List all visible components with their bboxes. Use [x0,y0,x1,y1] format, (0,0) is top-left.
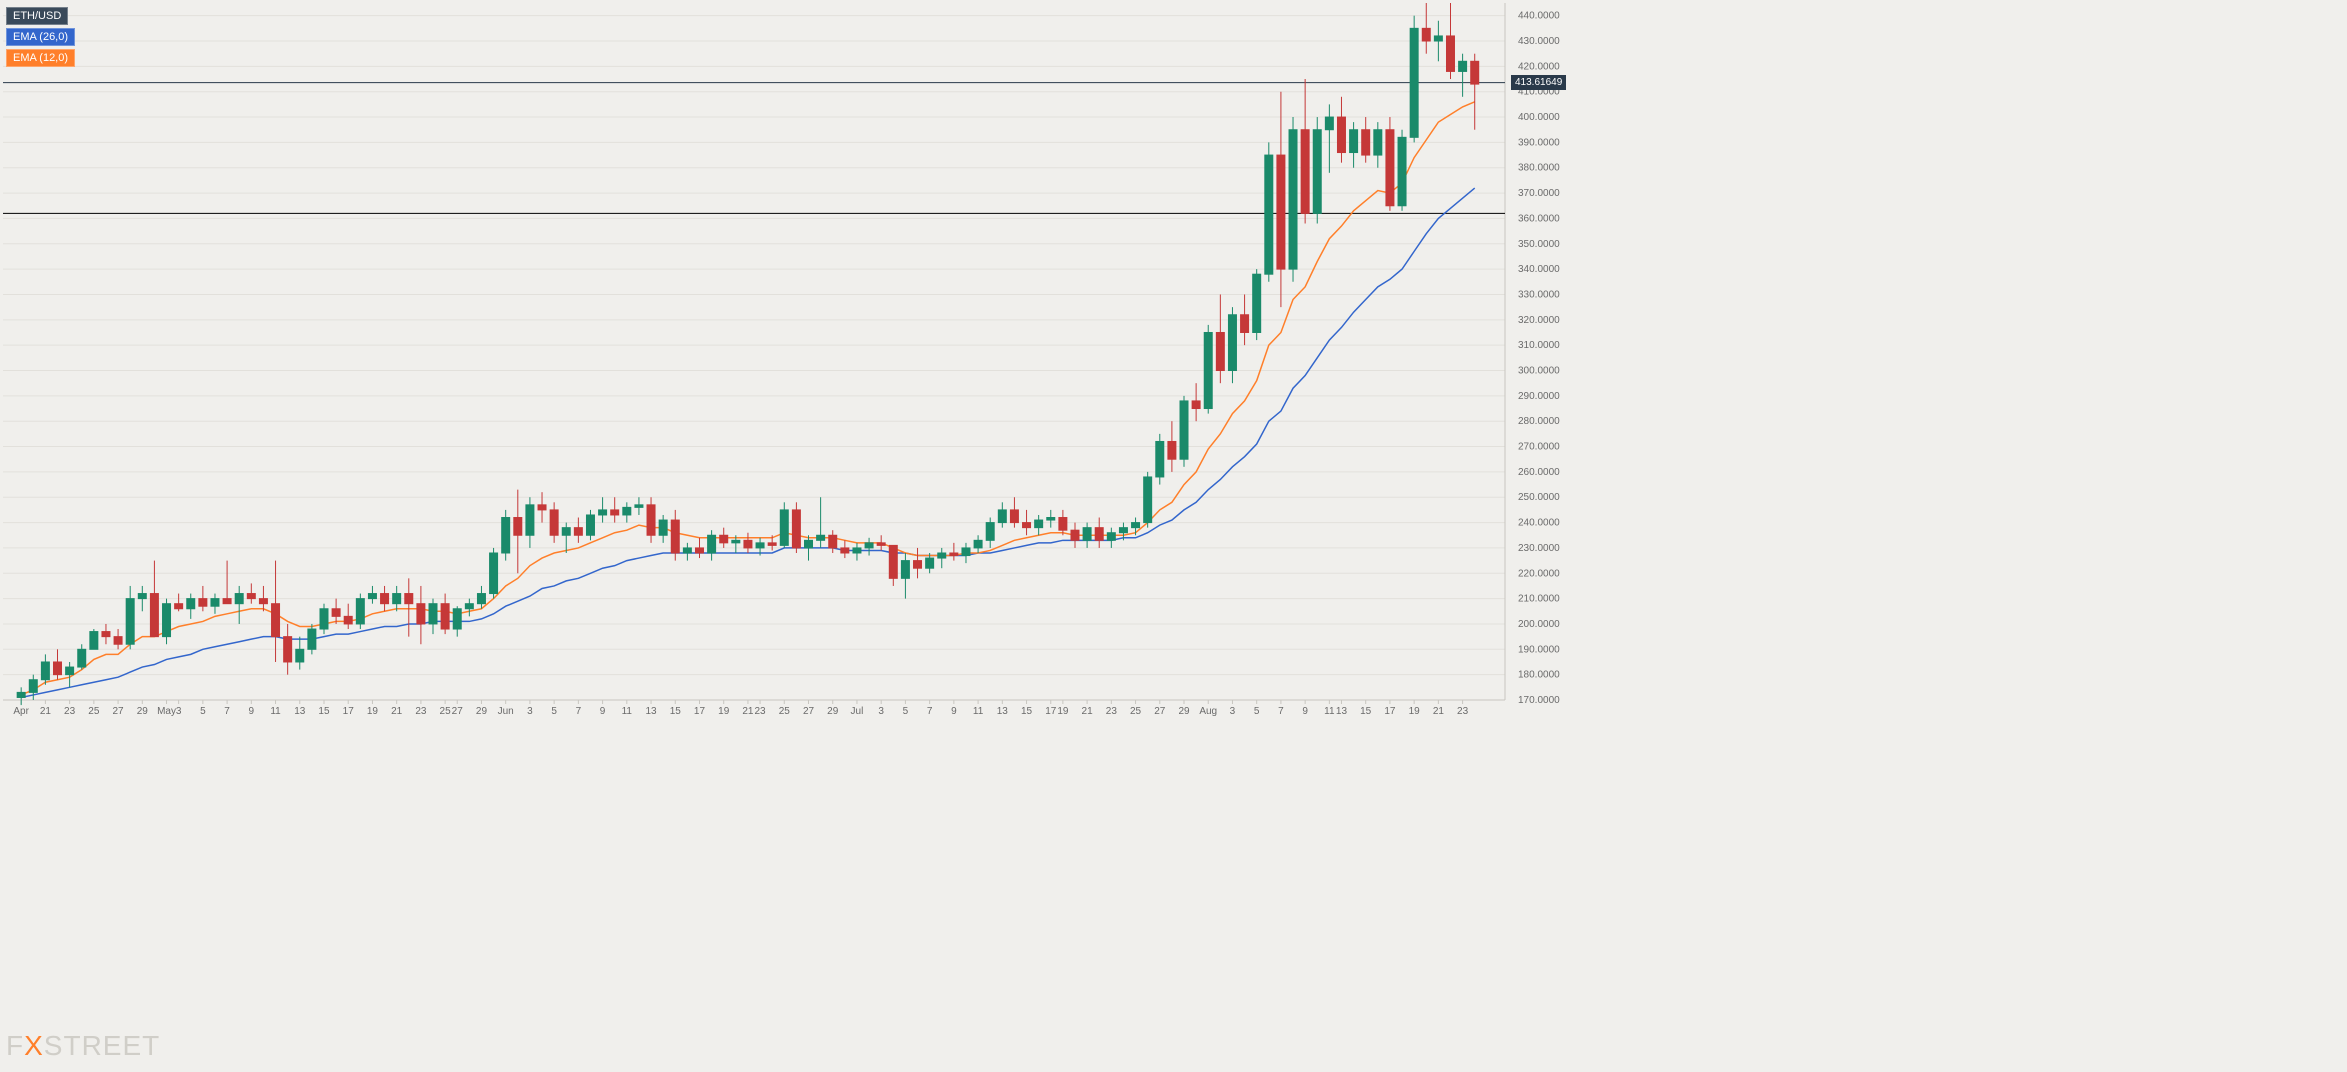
svg-text:230.0000: 230.0000 [1518,543,1560,554]
svg-text:15: 15 [318,706,330,717]
svg-text:240.0000: 240.0000 [1518,518,1560,529]
svg-text:170.0000: 170.0000 [1518,695,1560,706]
svg-text:21: 21 [742,706,754,717]
svg-text:3: 3 [176,706,182,717]
svg-text:11: 11 [622,706,633,717]
svg-text:19: 19 [367,706,379,717]
svg-text:Apr: Apr [13,706,29,717]
svg-text:380.0000: 380.0000 [1518,163,1560,174]
svg-text:250.0000: 250.0000 [1518,492,1560,503]
svg-text:25: 25 [1130,706,1142,717]
svg-text:27: 27 [803,706,815,717]
svg-text:7: 7 [1278,706,1284,717]
svg-text:13: 13 [645,706,657,717]
svg-text:29: 29 [827,706,839,717]
svg-text:Jul: Jul [851,706,864,717]
svg-text:9: 9 [249,706,255,717]
svg-text:17: 17 [694,706,706,717]
svg-text:29: 29 [1178,706,1190,717]
svg-text:17: 17 [1384,706,1396,717]
indicator-legend: ETH/USD EMA (26,0) EMA (12,0) [6,6,75,69]
svg-text:May: May [157,706,176,717]
svg-text:260.0000: 260.0000 [1518,467,1560,478]
svg-text:11: 11 [270,706,281,717]
svg-text:21: 21 [40,706,52,717]
svg-text:9: 9 [1302,706,1308,717]
svg-text:27: 27 [113,706,125,717]
svg-text:320.0000: 320.0000 [1518,315,1560,326]
svg-text:220.0000: 220.0000 [1518,568,1560,579]
svg-text:370.0000: 370.0000 [1518,188,1560,199]
svg-text:29: 29 [476,706,488,717]
svg-text:21: 21 [1433,706,1445,717]
svg-text:23: 23 [415,706,427,717]
svg-text:180.0000: 180.0000 [1518,670,1560,681]
ema12-label[interactable]: EMA (12,0) [6,49,75,67]
svg-text:310.0000: 310.0000 [1518,340,1560,351]
svg-text:23: 23 [754,706,766,717]
svg-text:420.0000: 420.0000 [1518,61,1560,72]
candlestick-chart[interactable]: 170.0000 180.0000 190.0000 200.0000 210.0000… [0,0,2347,1072]
svg-text:390.0000: 390.0000 [1518,137,1560,148]
svg-text:280.0000: 280.0000 [1518,416,1560,427]
svg-text:210.0000: 210.0000 [1518,594,1560,605]
svg-text:13: 13 [294,706,306,717]
symbol-label[interactable]: ETH/USD [6,7,68,25]
svg-text:19: 19 [718,706,730,717]
ema26-label[interactable]: EMA (26,0) [6,28,75,46]
svg-text:400.0000: 400.0000 [1518,112,1560,123]
svg-text:5: 5 [551,706,557,717]
svg-text:11: 11 [1324,706,1335,717]
svg-text:17: 17 [1045,706,1057,717]
svg-text:3: 3 [878,706,884,717]
svg-text:350.0000: 350.0000 [1518,239,1560,250]
svg-text:5: 5 [1254,706,1260,717]
svg-text:190.0000: 190.0000 [1518,644,1560,655]
svg-text:330.0000: 330.0000 [1518,289,1560,300]
svg-text:25: 25 [440,706,452,717]
svg-text:23: 23 [1106,706,1118,717]
watermark: FXSTREET [6,1030,160,1062]
svg-text:17: 17 [343,706,355,717]
svg-text:200.0000: 200.0000 [1518,619,1560,630]
svg-text:Jun: Jun [498,706,514,717]
svg-text:13: 13 [1336,706,1348,717]
svg-text:7: 7 [224,706,230,717]
svg-text:7: 7 [576,706,582,717]
svg-text:27: 27 [452,706,464,717]
svg-text:15: 15 [670,706,682,717]
svg-text:430.0000: 430.0000 [1518,36,1560,47]
svg-text:15: 15 [1021,706,1033,717]
svg-text:19: 19 [1409,706,1421,717]
svg-text:29: 29 [137,706,149,717]
current-price-tag: 413.61649 [1511,75,1566,90]
svg-text:360.0000: 360.0000 [1518,213,1560,224]
svg-text:440.0000: 440.0000 [1518,11,1560,22]
svg-text:340.0000: 340.0000 [1518,264,1560,275]
svg-text:290.0000: 290.0000 [1518,391,1560,402]
svg-text:5: 5 [200,706,206,717]
svg-text:15: 15 [1360,706,1372,717]
svg-text:3: 3 [527,706,533,717]
svg-text:5: 5 [903,706,909,717]
svg-text:23: 23 [64,706,76,717]
svg-text:9: 9 [951,706,957,717]
svg-text:9: 9 [600,706,606,717]
svg-text:300.0000: 300.0000 [1518,366,1560,377]
svg-text:21: 21 [391,706,403,717]
svg-text:11: 11 [973,706,984,717]
svg-text:13: 13 [997,706,1009,717]
svg-text:Aug: Aug [1199,706,1217,717]
chart-container: ETH/USD EMA (26,0) EMA (12,0) 170.0000 18… [0,0,2347,1072]
svg-text:23: 23 [1457,706,1469,717]
svg-text:3: 3 [1230,706,1236,717]
svg-text:19: 19 [1057,706,1069,717]
svg-text:25: 25 [88,706,100,717]
svg-text:7: 7 [927,706,933,717]
svg-text:21: 21 [1082,706,1094,717]
svg-text:27: 27 [1154,706,1166,717]
svg-text:270.0000: 270.0000 [1518,442,1560,453]
svg-text:25: 25 [779,706,791,717]
